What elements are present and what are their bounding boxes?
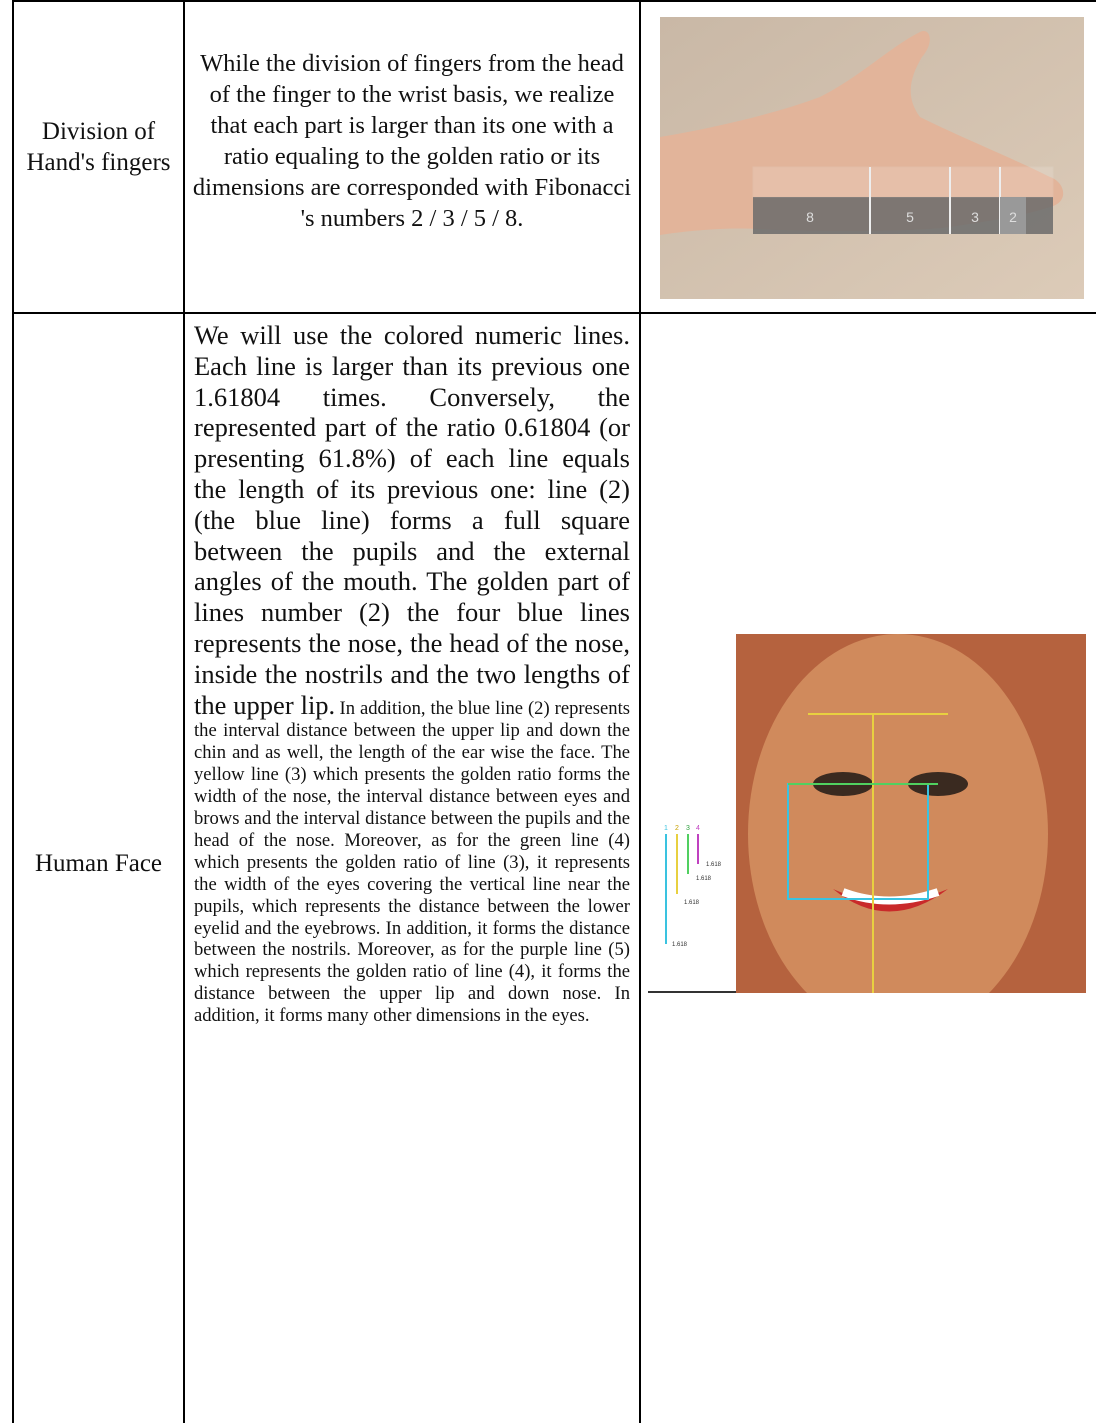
- description: We will use the colored numeric lines. E…: [194, 320, 630, 1027]
- image-label: 1.618: [672, 942, 688, 948]
- image-label: 2: [675, 825, 679, 832]
- border: [12, 312, 1096, 314]
- row-label: Division of Hand's fingers: [26, 118, 171, 176]
- face-image: 1 2 3 4 1.618 1.618 1.618 1.618: [648, 634, 1086, 993]
- image-label: 1.618: [684, 900, 700, 906]
- image-label: 1: [664, 825, 668, 832]
- image-label: 5: [906, 209, 914, 225]
- border: [12, 0, 14, 1423]
- description-small: In addition, the blue line (2) represent…: [194, 697, 630, 1027]
- image-label: 2: [1009, 209, 1017, 225]
- description-large: We will use the colored numeric lines. E…: [194, 320, 630, 720]
- image-label: 1.618: [706, 862, 722, 868]
- image-label: 3: [971, 209, 979, 225]
- image-label: 8: [806, 209, 814, 225]
- border: [183, 0, 185, 1423]
- image-label: 3: [686, 825, 690, 832]
- border: [12, 0, 1096, 2]
- border: [639, 0, 641, 1423]
- description: While the division of fingers from the h…: [192, 50, 632, 232]
- image-label: 1.618: [696, 876, 712, 882]
- image-label: 4: [696, 825, 700, 832]
- row-label: Human Face: [34, 850, 163, 877]
- hand-image: 8 5 3 2: [660, 17, 1084, 299]
